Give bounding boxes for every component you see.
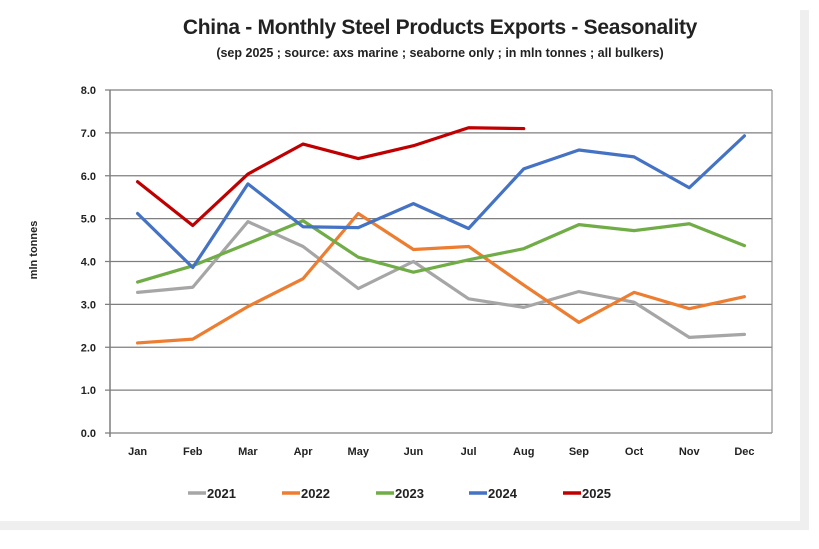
chart-title: China - Monthly Steel Products Exports -…: [182, 16, 698, 39]
legend-item-2021: 2021: [188, 486, 236, 501]
y-tick-label: 8.0: [81, 85, 96, 97]
x-tick-label: Jun: [404, 446, 424, 458]
gridlines: [105, 89, 772, 434]
x-tick-label: Jul: [461, 446, 477, 458]
legend: 2021 2022 2023 2024 2025: [188, 486, 611, 501]
legend-label: 2025: [582, 486, 611, 501]
y-tick-label: 7.0: [81, 128, 96, 140]
legend-item-2023: 2023: [376, 486, 424, 501]
background-strip-right: [800, 10, 809, 522]
axes: [109, 90, 773, 437]
series-line-2023: [135, 219, 747, 284]
legend-item-2025: 2025: [563, 486, 611, 501]
y-tick-label: 4.0: [81, 257, 96, 269]
y-tick-label: 5.0: [81, 214, 96, 226]
legend-item-2024: 2024: [469, 486, 518, 501]
y-tick-label: 2.0: [81, 342, 96, 354]
series-line-2024: [135, 134, 747, 270]
legend-label: 2022: [301, 486, 330, 501]
legend-label: 2024: [488, 486, 518, 501]
x-tick-label: Sep: [569, 446, 589, 458]
y-tick-label: 1.0: [81, 385, 96, 397]
x-tick-label: Apr: [294, 446, 314, 458]
x-tick-label: Oct: [625, 446, 644, 458]
legend-item-2022: 2022: [282, 486, 330, 501]
series-line-2021: [135, 220, 747, 339]
y-tick-label: 6.0: [81, 171, 96, 183]
series-lines: [135, 126, 747, 345]
x-tick-labels: Jan Feb Mar Apr May Jun Jul Aug Sep Oct Nov Dec: [128, 446, 754, 458]
y-tick-labels: 0.0 1.0 2.0 3.0 4.0 5.0 6.0 7.0 8.0: [81, 85, 96, 440]
x-tick-label: Feb: [183, 446, 203, 458]
x-tick-label: Dec: [734, 446, 754, 458]
series-line-2022: [135, 211, 747, 345]
chart-subtitle: (sep 2025 ; source: axs marine ; seaborn…: [216, 46, 664, 60]
x-tick-label: Aug: [513, 446, 534, 458]
y-tick-label: 3.0: [81, 299, 96, 311]
x-tick-label: Nov: [679, 446, 701, 458]
legend-label: 2021: [207, 486, 236, 501]
x-tick-label: Jan: [128, 446, 147, 458]
x-tick-label: Mar: [238, 446, 258, 458]
y-tick-label: 0.0: [81, 428, 96, 440]
background-strip-bottom: [0, 521, 809, 530]
series-line-2025: [135, 126, 526, 228]
legend-label: 2023: [395, 486, 424, 501]
x-tick-label: May: [348, 446, 370, 458]
y-axis-label: mln tonnes: [28, 221, 40, 280]
